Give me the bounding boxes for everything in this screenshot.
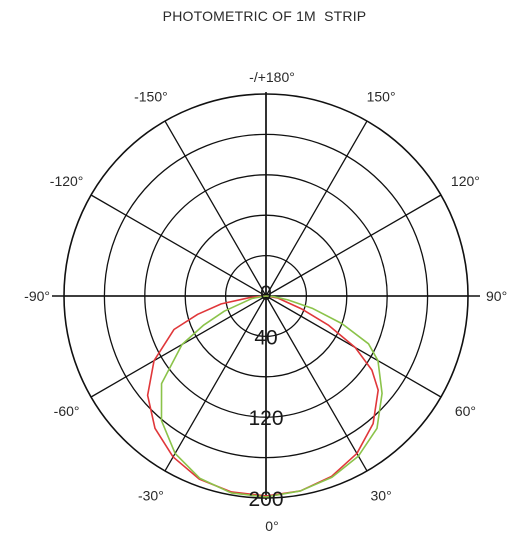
grid-spoke [90, 295, 267, 398]
angle-tick-label: -120° [50, 173, 84, 189]
grid-spoke [265, 295, 368, 472]
radial-tick-label: 0 [260, 282, 272, 305]
angle-tick-label: -150° [134, 89, 168, 105]
angle-tick-label: 60° [455, 403, 476, 419]
grid-spoke [164, 120, 267, 297]
angle-tick-label: 0° [265, 518, 278, 534]
radial-tick-label: 120 [248, 407, 283, 430]
data-series [146, 295, 383, 498]
grid-spoke [164, 295, 267, 472]
grid-spoke [265, 120, 368, 297]
angle-tick-label: -90° [24, 288, 50, 304]
angle-tick-label: 30° [371, 487, 392, 503]
series-line [160, 295, 383, 498]
angle-tick-label: 150° [367, 89, 396, 105]
angle-tick-label: -30° [138, 487, 164, 503]
radial-tick-labels: 0 40 120 200 [248, 282, 283, 511]
grid-spoke [265, 194, 442, 297]
radial-tick-label: 40 [254, 326, 277, 349]
angle-tick-label: -60° [54, 403, 80, 419]
series-line [146, 295, 379, 497]
chart-title: PHOTOMETRIC OF 1M STRIP [162, 8, 367, 24]
radial-tick-label: 200 [248, 488, 283, 511]
angle-tick-label: 90° [486, 288, 507, 304]
angle-tick-label: 120° [451, 173, 480, 189]
angle-tick-label: -/+180° [249, 69, 295, 85]
polar-grid [52, 92, 480, 500]
grid-spoke [90, 194, 267, 297]
angular-tick-labels: 0° 30° 60° 90° 120° 150° -/+180° -150° -120° -90°… [24, 69, 507, 534]
